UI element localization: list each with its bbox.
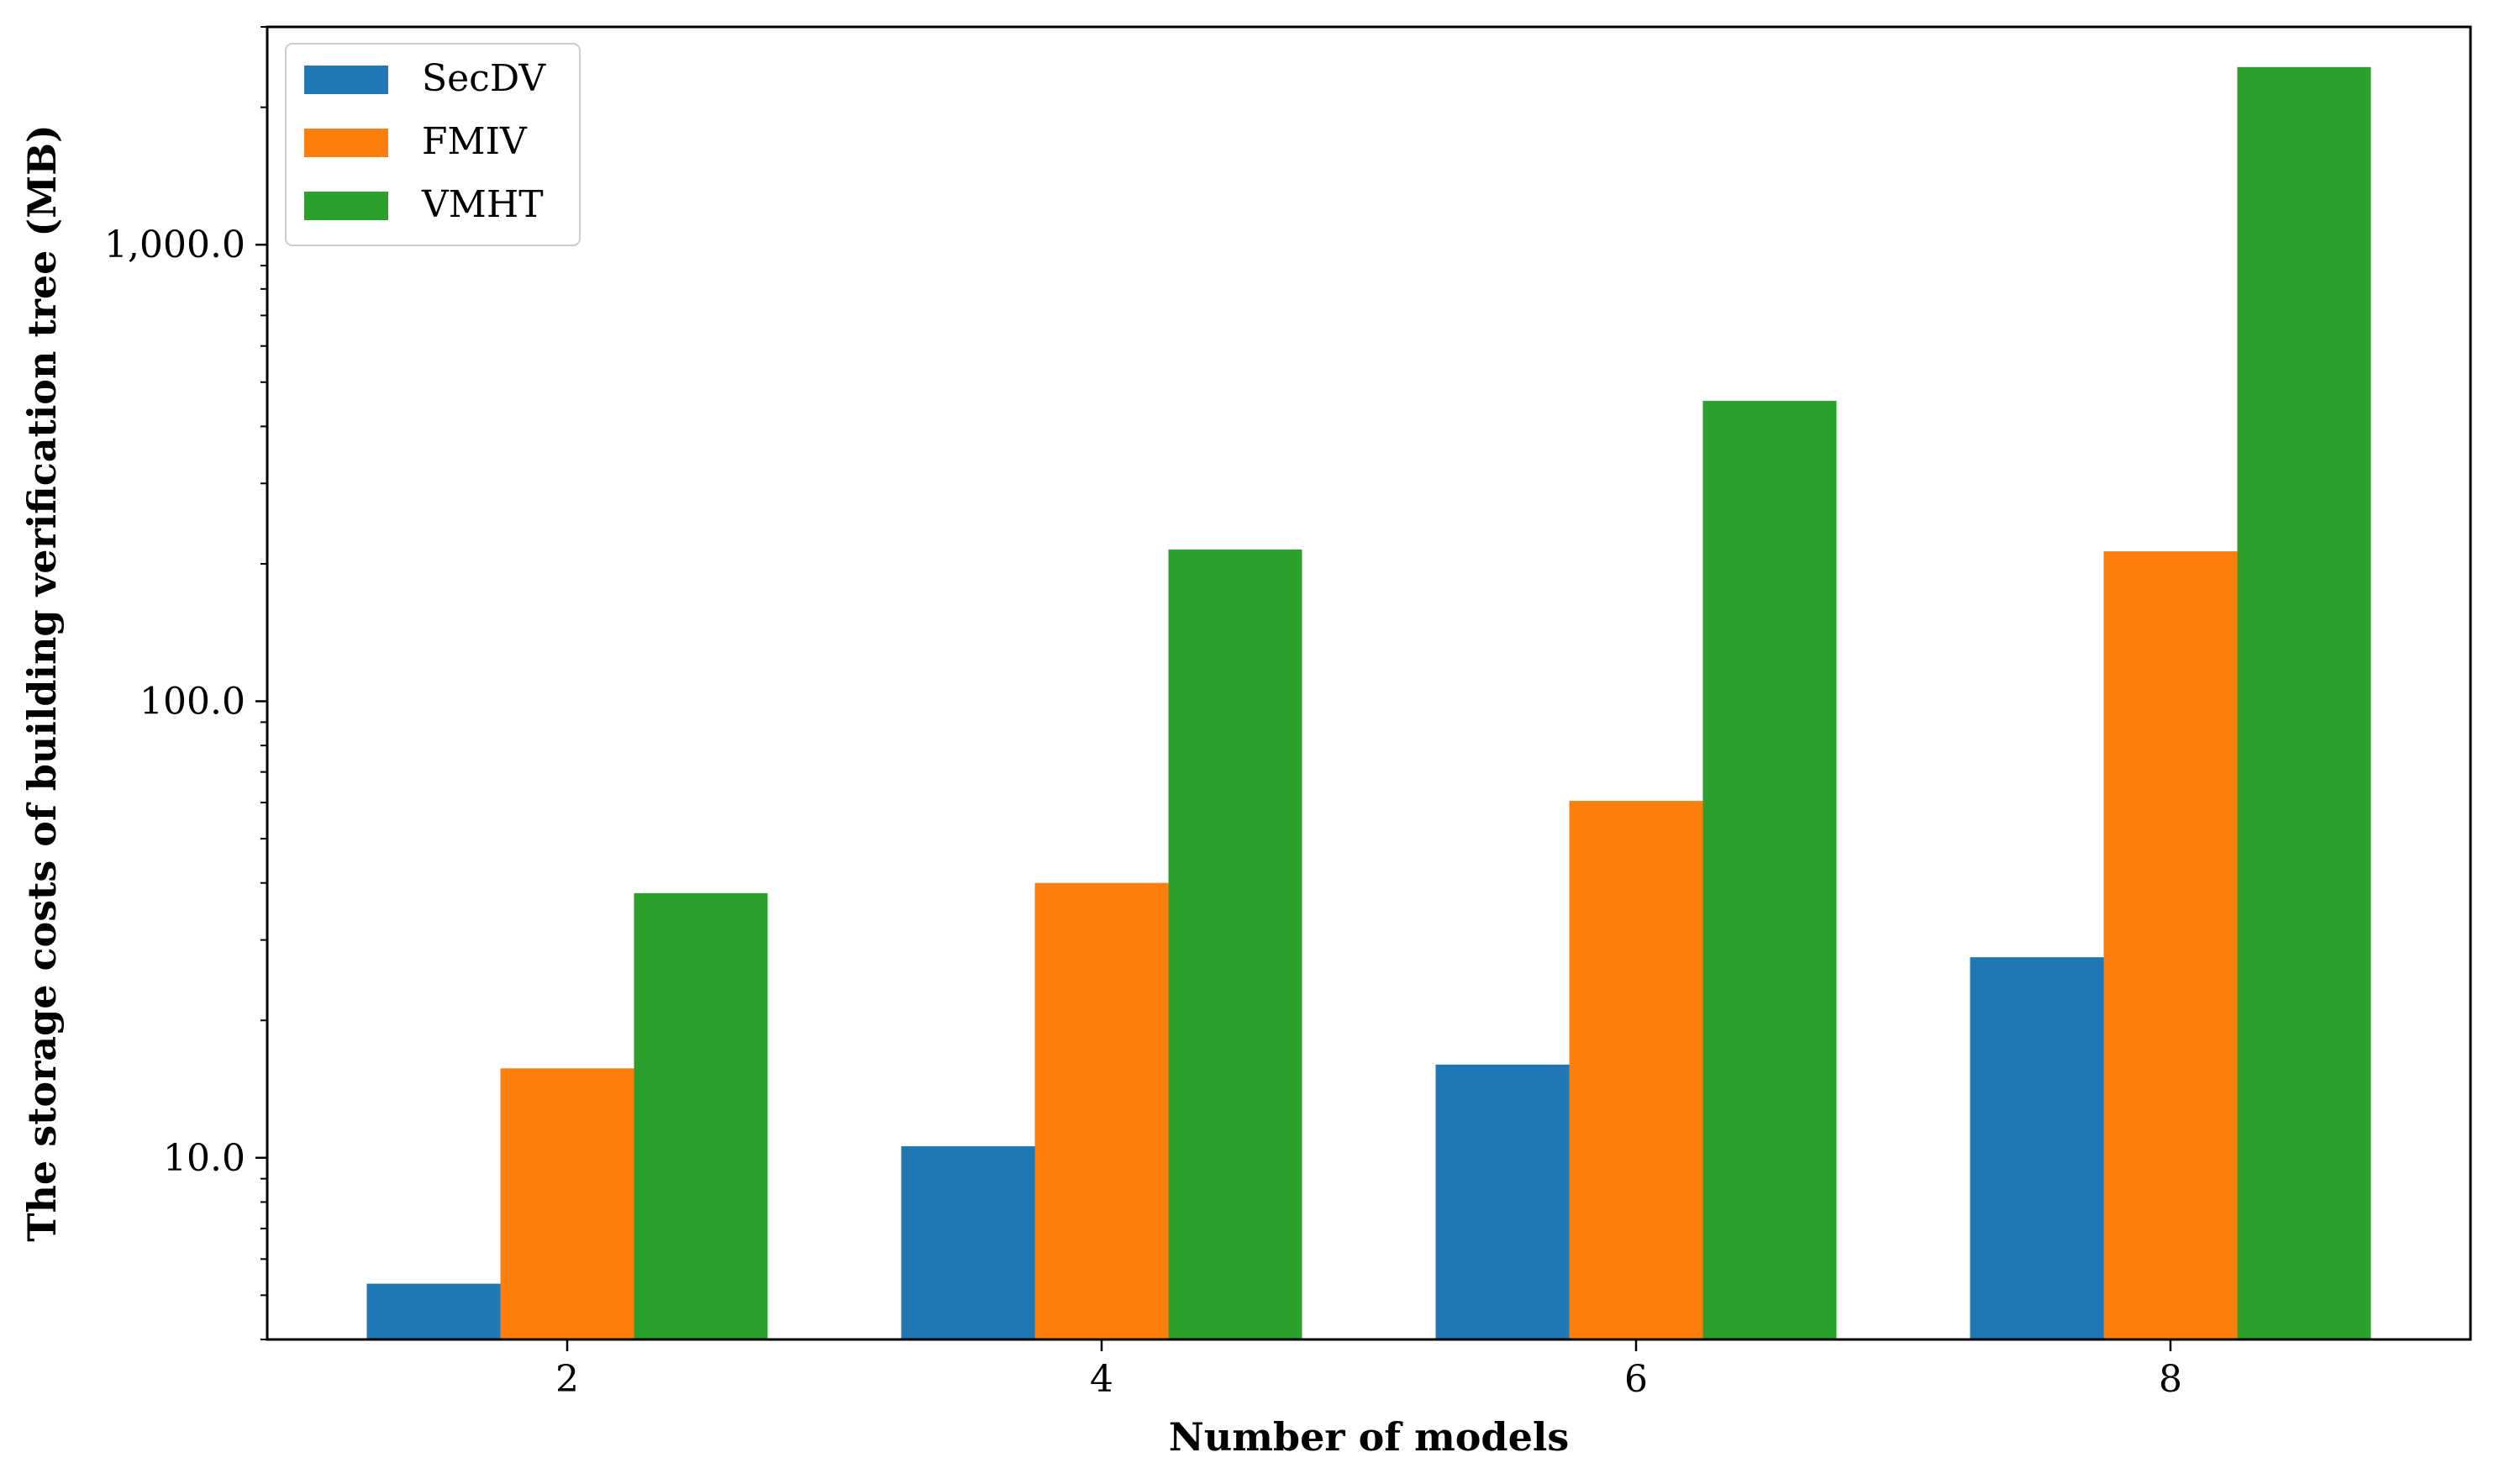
legend-swatch-vmht <box>304 192 388 220</box>
bar-vmht-6 <box>1702 401 1837 1339</box>
bar-vmht-8 <box>2237 66 2371 1340</box>
legend-swatch-secdv <box>304 66 388 94</box>
bars-layer <box>366 66 2371 1340</box>
bar-fmiv-4 <box>1034 882 1169 1339</box>
y-axis-label: The storage costs of building verificati… <box>19 124 65 1242</box>
x-axis: 2 4 6 8 <box>555 1339 2182 1401</box>
y-tick-label: 1,000.0 <box>104 224 245 266</box>
bar-fmiv-2 <box>500 1068 634 1339</box>
legend-swatch-fmiv <box>304 129 388 157</box>
legend-label-fmiv: FMIV <box>422 120 528 163</box>
bar-secdv-2 <box>366 1283 501 1339</box>
x-axis-label: Number of models <box>1169 1414 1570 1460</box>
y-axis: 10.0 100.0 1,000.0 <box>104 26 267 1340</box>
bar-fmiv-8 <box>2103 551 2238 1339</box>
legend: SecDV FMIV VMHT <box>285 43 581 246</box>
x-tick-label: 8 <box>2159 1358 2182 1401</box>
bar-secdv-6 <box>1435 1064 1570 1339</box>
bar-vmht-4 <box>1168 549 1302 1339</box>
bar-secdv-4 <box>901 1146 1035 1339</box>
plot-frame <box>266 25 2472 1341</box>
y-tick-label: 100.0 <box>139 681 245 724</box>
legend-label-vmht: VMHT <box>421 183 544 226</box>
bar-fmiv-6 <box>1569 801 1703 1339</box>
x-tick-label: 2 <box>555 1358 579 1401</box>
bar-vmht-2 <box>634 892 768 1339</box>
x-tick-label: 6 <box>1624 1358 1648 1401</box>
x-tick-label: 4 <box>1090 1358 1113 1401</box>
bar-secdv-8 <box>1970 957 2104 1339</box>
y-tick-label: 10.0 <box>163 1137 245 1180</box>
legend-label-secdv: SecDV <box>422 57 546 100</box>
